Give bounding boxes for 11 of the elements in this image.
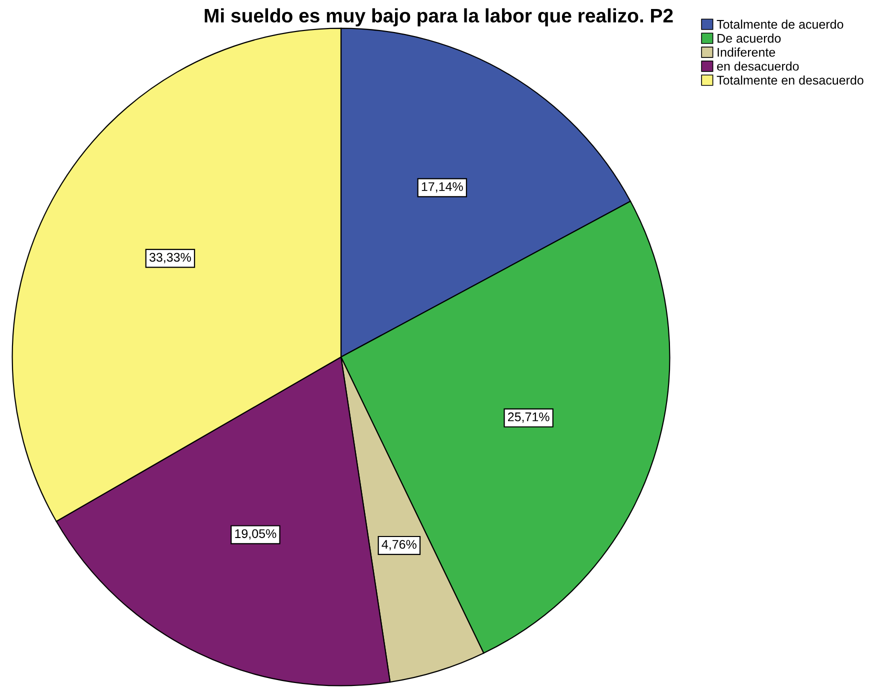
data-label: 19,05% (235, 529, 276, 540)
legend-label: De acuerdo (718, 34, 781, 43)
data-label: 4,76% (382, 540, 416, 550)
legend-label: Totalmente de acuerdo (716, 20, 844, 29)
data-label: 25,71% (508, 412, 550, 423)
data-label: 17,14% (422, 182, 463, 193)
legend-label: Totalmente en desacuerdo (716, 75, 864, 85)
data-label: 33,33% (149, 252, 191, 264)
legend-label: en desacuerdo (717, 61, 799, 71)
legend-label: Indiferente (718, 48, 776, 57)
chart-title: Mi sueldo es muy bajo para la labor que realizo. P2 (204, 8, 673, 26)
